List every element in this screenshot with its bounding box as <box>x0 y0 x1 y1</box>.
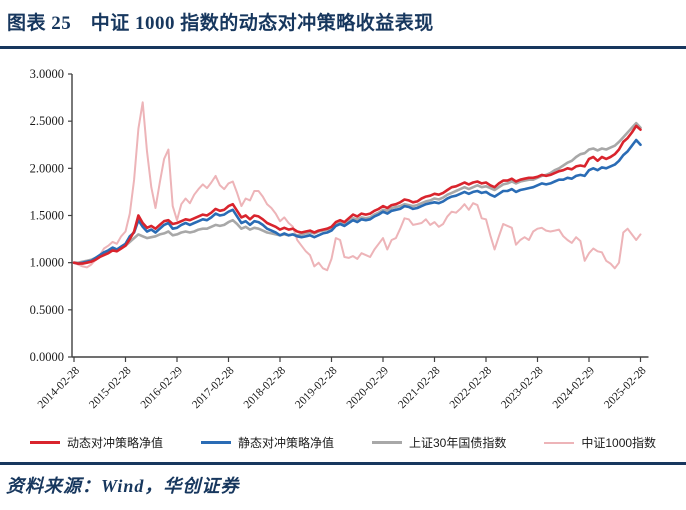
y-tick-label: 2.0000 <box>30 161 64 175</box>
legend-item-static-hedge-nav: 静态对冲策略净值 <box>200 434 334 451</box>
chart-legend: 动态对冲策略净值 静态对冲策略净值 上证30年国债指数 中证1000指数 <box>0 434 686 451</box>
legend-item-sse-30y-treasury-index: 上证30年国债指数 <box>371 434 507 451</box>
x-tick-label: 2017-02-28 <box>190 364 237 411</box>
legend-label-csi-1000-index: 中证1000指数 <box>581 436 657 450</box>
x-tick-label: 2024-02-29 <box>551 364 598 411</box>
series-line-dynamic-hedge-nav <box>72 124 642 265</box>
y-tick-label: 0.0000 <box>30 350 64 364</box>
legend-swatch-static-hedge-nav <box>200 441 231 444</box>
series-line-static-hedge-nav <box>72 138 642 265</box>
legend-swatch-dynamic-hedge-nav <box>29 441 60 444</box>
legend-swatch-sse-30y-treasury-index <box>371 441 402 444</box>
y-tick-label: 0.5000 <box>30 303 64 317</box>
title-divider-rule <box>0 46 686 49</box>
x-tick-label: 2014-02-28 <box>36 364 83 411</box>
x-tick-label: 2020-02-29 <box>345 364 392 411</box>
legend-label-static-hedge-nav: 静态对冲策略净值 <box>237 436 334 450</box>
series-line-csi-1000-index <box>73 101 642 272</box>
chart-canvas: 0.0000 0.5000 1.0000 1.5000 2.0000 2.5000 3.00… <box>30 67 649 411</box>
footer-divider-rule <box>0 462 686 465</box>
x-tick-label: 2021-02-28 <box>396 364 443 411</box>
x-tick-label: 2022-02-28 <box>448 364 495 411</box>
x-tick-label: 2025-02-28 <box>602 364 649 411</box>
y-tick-label: 1.5000 <box>30 209 64 223</box>
legend-swatch-csi-1000-index <box>544 441 575 444</box>
y-tick-label: 2.5000 <box>30 114 64 128</box>
legend-item-csi-1000-index: 中证1000指数 <box>544 434 656 451</box>
legend-label-dynamic-hedge-nav: 动态对冲策略净值 <box>66 436 163 450</box>
x-tick-label: 2023-02-28 <box>499 364 546 411</box>
x-tick-label: 2016-02-29 <box>139 364 186 411</box>
legend-label-sse-30y-treasury-index: 上证30年国债指数 <box>408 436 507 450</box>
source-note: 资料来源：Wind，华创证券 <box>6 476 240 496</box>
y-tick-label: 1.0000 <box>30 256 64 270</box>
legend-item-dynamic-hedge-nav: 动态对冲策略净值 <box>29 434 163 451</box>
x-tick-label: 2015-02-28 <box>87 364 134 411</box>
page-title: 图表 25 中证 1000 指数的动态对冲策略收益表现 <box>7 13 434 34</box>
nav-line-chart: 0.0000 0.5000 1.0000 1.5000 2.0000 2.5000 3.00… <box>0 60 686 434</box>
x-tick-label: 2018-02-28 <box>242 364 289 411</box>
y-tick-label: 3.0000 <box>30 67 64 81</box>
x-tick-label: 2019-02-28 <box>293 364 340 411</box>
